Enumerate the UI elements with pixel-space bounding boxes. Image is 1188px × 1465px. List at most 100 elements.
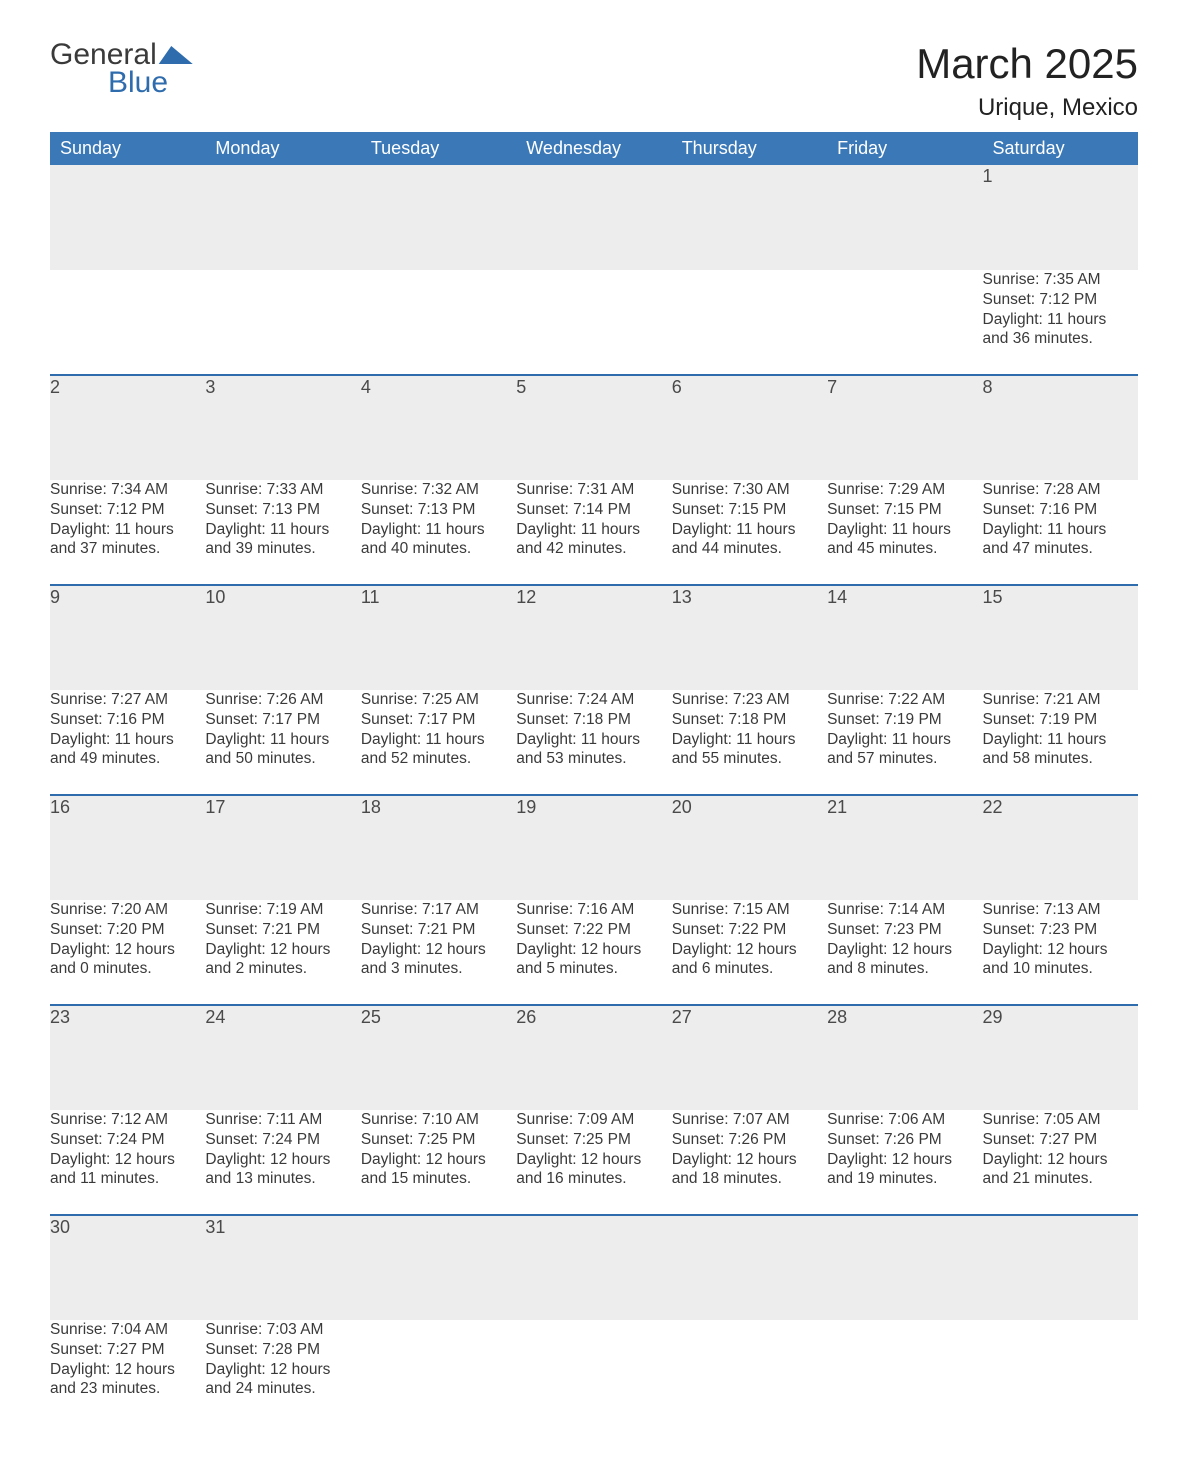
day-sunrise: Sunrise: 7:09 AM xyxy=(516,1110,671,1130)
day-number-row: 23242526272829 xyxy=(50,1005,1138,1110)
day-day1: Daylight: 11 hours xyxy=(672,520,827,540)
day-number-cell: 9 xyxy=(50,585,205,690)
day-day1: Daylight: 12 hours xyxy=(672,1150,827,1170)
day-detail-cell xyxy=(672,270,827,375)
day-day2: and 2 minutes. xyxy=(205,959,360,979)
day-number-cell xyxy=(361,1215,516,1320)
day-day1: Daylight: 12 hours xyxy=(516,940,671,960)
day-number-cell xyxy=(672,165,827,270)
day-sunrise: Sunrise: 7:26 AM xyxy=(205,690,360,710)
day-number-cell xyxy=(827,1215,982,1320)
day-sunset: Sunset: 7:25 PM xyxy=(361,1130,516,1150)
day-sunset: Sunset: 7:22 PM xyxy=(672,920,827,940)
day-day2: and 37 minutes. xyxy=(50,539,205,559)
day-number-cell xyxy=(827,165,982,270)
weekday-header: Monday xyxy=(205,132,360,165)
day-number-cell: 24 xyxy=(205,1005,360,1110)
day-sunrise: Sunrise: 7:32 AM xyxy=(361,480,516,500)
day-sunset: Sunset: 7:12 PM xyxy=(983,290,1138,310)
day-day1: Daylight: 11 hours xyxy=(50,520,205,540)
day-number-cell: 21 xyxy=(827,795,982,900)
day-detail-cell: Sunrise: 7:04 AMSunset: 7:27 PMDaylight:… xyxy=(50,1320,205,1425)
weekday-header: Tuesday xyxy=(361,132,516,165)
day-detail-cell: Sunrise: 7:32 AMSunset: 7:13 PMDaylight:… xyxy=(361,480,516,585)
day-sunset: Sunset: 7:23 PM xyxy=(983,920,1138,940)
day-number-cell xyxy=(50,165,205,270)
day-day2: and 16 minutes. xyxy=(516,1169,671,1189)
day-sunset: Sunset: 7:19 PM xyxy=(827,710,982,730)
day-day1: Daylight: 12 hours xyxy=(361,940,516,960)
day-number-cell: 11 xyxy=(361,585,516,690)
day-detail-row: Sunrise: 7:34 AMSunset: 7:12 PMDaylight:… xyxy=(50,480,1138,585)
day-day1: Daylight: 11 hours xyxy=(983,520,1138,540)
day-day2: and 21 minutes. xyxy=(983,1169,1138,1189)
day-sunrise: Sunrise: 7:28 AM xyxy=(983,480,1138,500)
day-number-cell: 22 xyxy=(983,795,1138,900)
day-number-cell xyxy=(361,165,516,270)
day-number-cell: 23 xyxy=(50,1005,205,1110)
day-sunrise: Sunrise: 7:16 AM xyxy=(516,900,671,920)
day-day1: Daylight: 11 hours xyxy=(672,730,827,750)
day-detail-cell: Sunrise: 7:15 AMSunset: 7:22 PMDaylight:… xyxy=(672,900,827,1005)
day-number-cell xyxy=(205,165,360,270)
day-sunset: Sunset: 7:28 PM xyxy=(205,1340,360,1360)
day-day2: and 36 minutes. xyxy=(983,329,1138,349)
day-day1: Daylight: 11 hours xyxy=(827,730,982,750)
day-sunset: Sunset: 7:16 PM xyxy=(983,500,1138,520)
day-number-cell: 20 xyxy=(672,795,827,900)
day-number-cell: 10 xyxy=(205,585,360,690)
day-day2: and 52 minutes. xyxy=(361,749,516,769)
day-number-row: 2345678 xyxy=(50,375,1138,480)
day-detail-cell: Sunrise: 7:26 AMSunset: 7:17 PMDaylight:… xyxy=(205,690,360,795)
day-day1: Daylight: 11 hours xyxy=(827,520,982,540)
day-number-cell: 17 xyxy=(205,795,360,900)
day-day1: Daylight: 12 hours xyxy=(827,1150,982,1170)
day-detail-cell: Sunrise: 7:09 AMSunset: 7:25 PMDaylight:… xyxy=(516,1110,671,1215)
day-number-cell: 12 xyxy=(516,585,671,690)
day-number-row: 3031 xyxy=(50,1215,1138,1320)
day-sunrise: Sunrise: 7:35 AM xyxy=(983,270,1138,290)
day-sunset: Sunset: 7:27 PM xyxy=(983,1130,1138,1150)
day-sunrise: Sunrise: 7:31 AM xyxy=(516,480,671,500)
day-sunrise: Sunrise: 7:34 AM xyxy=(50,480,205,500)
day-day2: and 24 minutes. xyxy=(205,1379,360,1399)
day-number-cell: 4 xyxy=(361,375,516,480)
day-detail-cell xyxy=(983,1320,1138,1425)
day-detail-cell xyxy=(50,270,205,375)
day-sunset: Sunset: 7:21 PM xyxy=(205,920,360,940)
day-day1: Daylight: 12 hours xyxy=(50,1150,205,1170)
location-label: Urique, Mexico xyxy=(916,94,1138,122)
day-detail-cell: Sunrise: 7:27 AMSunset: 7:16 PMDaylight:… xyxy=(50,690,205,795)
day-day1: Daylight: 11 hours xyxy=(50,730,205,750)
day-number-cell xyxy=(516,165,671,270)
day-sunset: Sunset: 7:15 PM xyxy=(672,500,827,520)
day-sunset: Sunset: 7:18 PM xyxy=(516,710,671,730)
day-sunrise: Sunrise: 7:12 AM xyxy=(50,1110,205,1130)
day-detail-cell: Sunrise: 7:07 AMSunset: 7:26 PMDaylight:… xyxy=(672,1110,827,1215)
weekday-header: Saturday xyxy=(983,132,1138,165)
day-sunrise: Sunrise: 7:33 AM xyxy=(205,480,360,500)
day-day2: and 44 minutes. xyxy=(672,539,827,559)
day-detail-cell: Sunrise: 7:06 AMSunset: 7:26 PMDaylight:… xyxy=(827,1110,982,1215)
day-day2: and 53 minutes. xyxy=(516,749,671,769)
day-day1: Daylight: 12 hours xyxy=(205,1360,360,1380)
day-detail-cell: Sunrise: 7:21 AMSunset: 7:19 PMDaylight:… xyxy=(983,690,1138,795)
day-sunrise: Sunrise: 7:06 AM xyxy=(827,1110,982,1130)
day-detail-cell xyxy=(516,270,671,375)
day-detail-cell: Sunrise: 7:31 AMSunset: 7:14 PMDaylight:… xyxy=(516,480,671,585)
logo-word-blue: Blue xyxy=(108,68,168,98)
weekday-header: Wednesday xyxy=(516,132,671,165)
day-sunset: Sunset: 7:18 PM xyxy=(672,710,827,730)
day-sunset: Sunset: 7:27 PM xyxy=(50,1340,205,1360)
day-detail-row: Sunrise: 7:35 AMSunset: 7:12 PMDaylight:… xyxy=(50,270,1138,375)
month-title: March 2025 xyxy=(916,40,1138,88)
day-sunset: Sunset: 7:25 PM xyxy=(516,1130,671,1150)
day-detail-cell: Sunrise: 7:33 AMSunset: 7:13 PMDaylight:… xyxy=(205,480,360,585)
day-number-cell: 8 xyxy=(983,375,1138,480)
day-sunrise: Sunrise: 7:04 AM xyxy=(50,1320,205,1340)
day-day2: and 47 minutes. xyxy=(983,539,1138,559)
day-day2: and 42 minutes. xyxy=(516,539,671,559)
day-day1: Daylight: 11 hours xyxy=(205,730,360,750)
day-sunrise: Sunrise: 7:27 AM xyxy=(50,690,205,710)
day-number-cell xyxy=(672,1215,827,1320)
